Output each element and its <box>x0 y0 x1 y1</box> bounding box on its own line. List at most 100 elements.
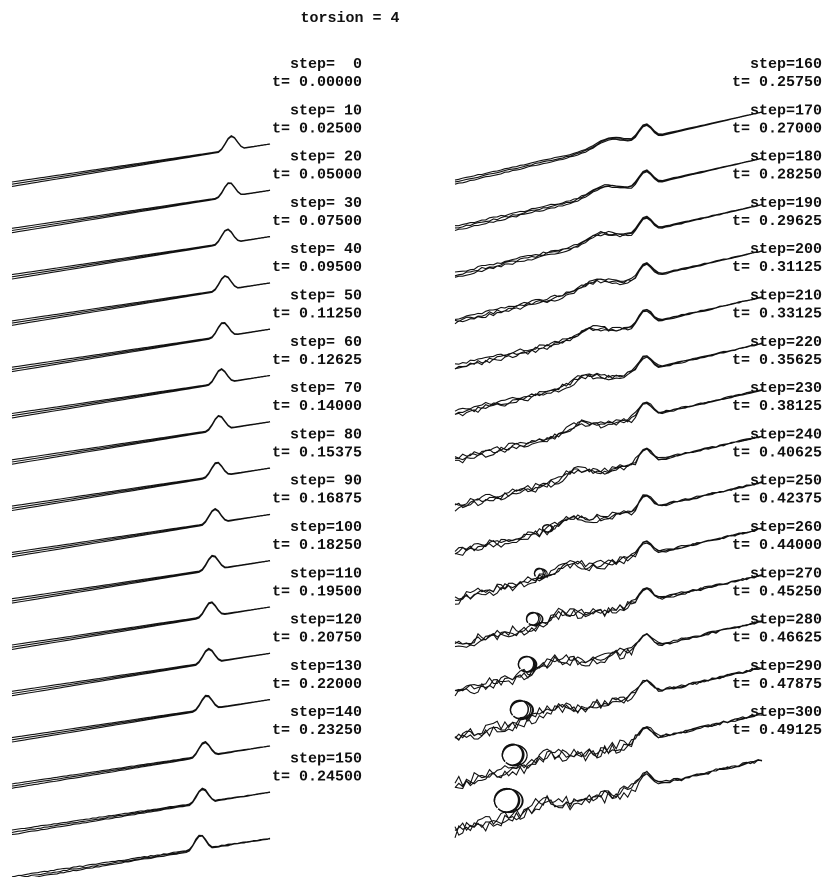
t-label: t= 0.33125 <box>732 306 822 323</box>
filament-strand <box>455 251 762 324</box>
step-label: step=180 <box>750 149 822 166</box>
step-label: step=160 <box>750 56 822 73</box>
t-label: t= 0.11250 <box>272 306 362 323</box>
filament-strand <box>455 482 762 556</box>
filament-strand <box>12 229 270 276</box>
t-label: t= 0.46625 <box>732 630 822 647</box>
t-label: t= 0.40625 <box>732 444 822 461</box>
step-label: step=190 <box>750 195 822 212</box>
step-label: step=210 <box>750 288 822 305</box>
figure: torsion = 4 step= 0t= 0.00000step= 10t= … <box>0 0 828 877</box>
filament-strand <box>12 323 270 368</box>
filament-strand <box>12 509 270 555</box>
step-label: step=250 <box>750 473 822 490</box>
filament-strand <box>12 369 270 414</box>
t-label: t= 0.20750 <box>272 630 362 647</box>
step-label: step=240 <box>750 426 822 443</box>
step-label: step=170 <box>750 102 822 119</box>
filament-strand <box>12 602 270 645</box>
t-label: t= 0.09500 <box>272 259 362 276</box>
t-label: t= 0.00000 <box>272 74 362 91</box>
step-label: step=100 <box>290 519 362 536</box>
t-label: t= 0.44000 <box>732 537 822 554</box>
t-label: t= 0.12625 <box>272 352 362 369</box>
step-label: step=290 <box>750 658 822 675</box>
step-label: step=130 <box>290 658 362 675</box>
step-label: step=300 <box>750 704 822 721</box>
filament-strand <box>455 298 762 369</box>
filament-strand <box>12 742 270 785</box>
step-label: step=280 <box>750 612 822 629</box>
step-label: step=200 <box>750 241 822 258</box>
t-label: t= 0.05000 <box>272 167 362 184</box>
step-label: step= 60 <box>290 334 362 351</box>
step-label: step= 0 <box>290 56 362 73</box>
filament-strand <box>12 136 270 184</box>
filament-strand <box>12 136 270 182</box>
filament-strand <box>12 462 270 506</box>
t-label: t= 0.14000 <box>272 398 362 415</box>
t-label: t= 0.15375 <box>272 444 362 461</box>
step-label: step=270 <box>750 565 822 582</box>
t-label: t= 0.27000 <box>732 120 822 137</box>
t-label: t= 0.49125 <box>732 722 822 739</box>
filament-strand <box>455 621 762 691</box>
filament-strand <box>12 835 270 877</box>
filament-strand <box>12 136 270 186</box>
filament-strand <box>12 463 270 509</box>
step-label: step= 90 <box>290 473 362 490</box>
t-label: t= 0.42375 <box>732 491 822 508</box>
t-label: t= 0.16875 <box>272 491 362 508</box>
filament-strand <box>12 184 270 233</box>
step-label: step=260 <box>750 519 822 536</box>
t-label: t= 0.19500 <box>272 583 362 600</box>
filament-strand <box>12 230 270 279</box>
filament-strand <box>12 229 270 275</box>
filament-strand <box>12 370 270 418</box>
filament-tangle <box>502 744 522 765</box>
filament-strand <box>12 649 270 694</box>
t-label: t= 0.35625 <box>732 352 822 369</box>
t-label: t= 0.29625 <box>732 213 822 230</box>
t-label: t= 0.25750 <box>732 74 822 91</box>
t-label: t= 0.23250 <box>272 722 362 739</box>
filament-strand <box>455 760 762 831</box>
filament-strand <box>12 788 270 830</box>
filament-strand <box>455 158 762 230</box>
t-label: t= 0.22000 <box>272 676 362 693</box>
filament-strand <box>12 696 270 740</box>
filament-strand <box>12 742 270 786</box>
step-label: step=140 <box>290 704 362 721</box>
filament-strand <box>12 183 270 229</box>
t-label: t= 0.18250 <box>272 537 362 554</box>
filament-strand <box>12 602 270 647</box>
filament-strand <box>12 183 270 230</box>
step-label: step=150 <box>290 751 362 768</box>
filament-strand <box>455 390 762 462</box>
filament-strand <box>12 369 270 416</box>
filament-strand <box>455 713 762 785</box>
filament-strand <box>455 112 762 184</box>
filament-tangle <box>494 788 518 811</box>
t-label: t= 0.31125 <box>732 259 822 276</box>
step-label: step= 20 <box>290 149 362 166</box>
t-label: t= 0.02500 <box>272 120 362 137</box>
step-label: step= 80 <box>290 426 362 443</box>
t-label: t= 0.24500 <box>272 769 362 786</box>
t-label: t= 0.38125 <box>732 398 822 415</box>
step-label: step=110 <box>290 565 362 582</box>
filament-strand <box>455 715 762 788</box>
step-label: step= 40 <box>290 241 362 258</box>
filament-strand <box>12 416 270 462</box>
filament-tangle <box>510 700 528 718</box>
t-label: t= 0.28250 <box>732 167 822 184</box>
t-label: t= 0.47875 <box>732 676 822 693</box>
filament-strand <box>12 416 270 460</box>
step-label: step=220 <box>750 334 822 351</box>
filament-strand <box>12 276 270 325</box>
filament-strand <box>12 556 270 601</box>
filament-strand <box>455 760 762 838</box>
t-label: t= 0.45250 <box>732 583 822 600</box>
filament-strand <box>455 436 762 505</box>
step-label: step=230 <box>750 380 822 397</box>
